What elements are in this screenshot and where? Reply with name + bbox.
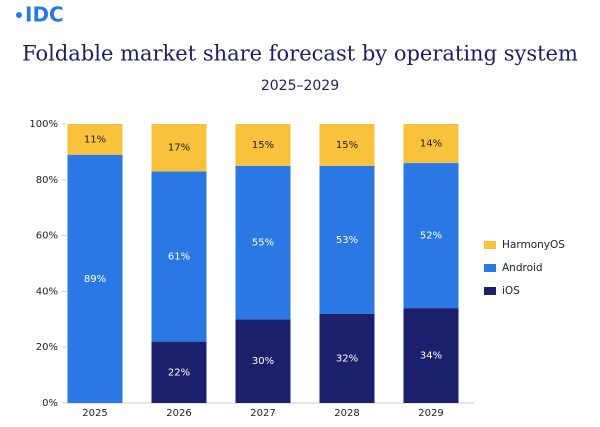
legend-swatch (484, 241, 496, 249)
bar-segment (151, 171, 207, 342)
legend-label: Android (502, 262, 543, 274)
data-label: 22% (168, 367, 190, 378)
data-label: 11% (84, 134, 106, 145)
data-label: 17% (168, 143, 190, 154)
logo: IDC (25, 3, 64, 27)
data-label: 89% (84, 274, 106, 285)
data-label: 30% (252, 356, 274, 367)
x-tick-label: 2025 (82, 408, 107, 419)
data-label: 32% (336, 353, 358, 364)
data-label: 15% (252, 140, 274, 151)
data-label: 34% (420, 351, 442, 362)
y-tick-label: 0% (42, 398, 58, 409)
bar-segment (151, 341, 207, 403)
chart-subtitle: 2025–2029 (261, 78, 339, 94)
bar-segment (403, 163, 459, 309)
bar-segment (67, 124, 123, 155)
data-label: 52% (420, 231, 442, 242)
chart-title: Foldable market share forecast by operat… (22, 42, 578, 66)
data-label: 53% (336, 235, 358, 246)
x-tick-label: 2027 (250, 408, 275, 419)
y-tick-label: 20% (36, 342, 58, 353)
logo-group: IDC (16, 3, 64, 27)
data-label: 55% (252, 238, 274, 249)
y-tick-label: 40% (36, 286, 58, 297)
x-tick-label: 2029 (418, 408, 443, 419)
bar-segment (235, 319, 291, 403)
y-tick-label: 80% (36, 175, 58, 186)
bar-segment (319, 313, 375, 403)
y-tick-label: 60% (36, 231, 58, 242)
bar-segment (151, 124, 207, 172)
data-label: 14% (420, 139, 442, 150)
bar-segment (403, 308, 459, 403)
bar-segment (235, 124, 291, 166)
bar-segment (235, 165, 291, 320)
bar-segment (319, 165, 375, 314)
legend-swatch (484, 264, 496, 272)
legend-label: iOS (502, 285, 520, 297)
bar-segment (319, 124, 375, 166)
bar-segment (403, 124, 459, 164)
data-label: 61% (168, 252, 190, 263)
bar-segment (67, 154, 123, 403)
legend-swatch (484, 287, 496, 295)
data-label: 15% (336, 140, 358, 151)
logo-dot (16, 12, 22, 18)
x-tick-label: 2026 (166, 408, 191, 419)
y-tick-label: 100% (29, 119, 58, 130)
legend-label: HarmonyOS (502, 239, 565, 251)
x-tick-label: 2028 (334, 408, 359, 419)
